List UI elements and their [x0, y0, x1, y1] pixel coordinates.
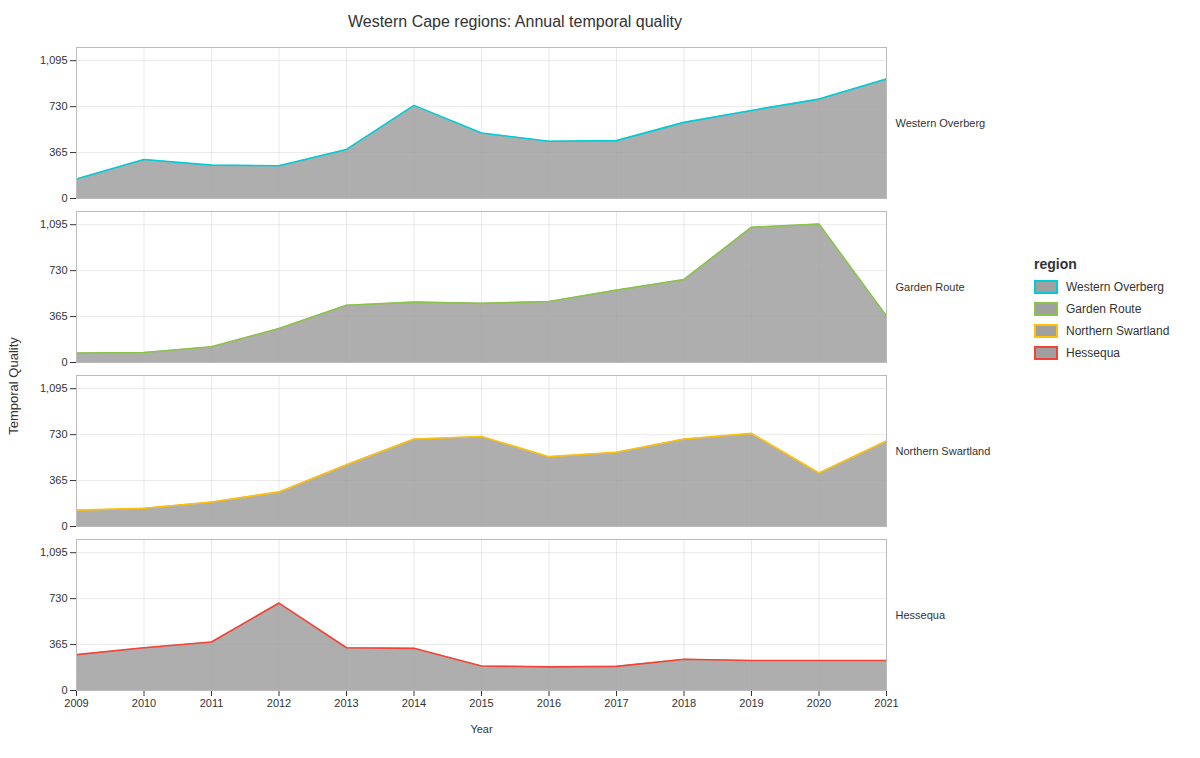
svg-text:Western Overberg: Western Overberg — [896, 117, 986, 129]
svg-text:2013: 2013 — [334, 697, 358, 709]
svg-text:Year: Year — [470, 723, 493, 735]
svg-text:0: 0 — [61, 684, 67, 696]
svg-text:2009: 2009 — [64, 697, 88, 709]
svg-text:Northern Swartland: Northern Swartland — [896, 445, 991, 457]
html-text:Northern Swartland: Northern Swartland — [1066, 324, 1170, 338]
html-text:region: region — [1034, 256, 1077, 272]
svg-text:2020: 2020 — [807, 697, 831, 709]
svg-text:1,095: 1,095 — [40, 382, 68, 394]
html-text:Garden Route: Garden Route — [1066, 302, 1142, 316]
svg-text:730: 730 — [49, 264, 67, 276]
svg-text:365: 365 — [49, 638, 67, 650]
svg-text:1,095: 1,095 — [40, 54, 68, 66]
svg-text:0: 0 — [61, 192, 67, 204]
html-text:Western Cape regions: Annual t: Western Cape regions: Annual temporal qu… — [347, 13, 683, 30]
svg-text:2010: 2010 — [132, 697, 156, 709]
svg-text:2021: 2021 — [874, 697, 898, 709]
svg-text:2015: 2015 — [469, 697, 493, 709]
svg-text:730: 730 — [49, 100, 67, 112]
html-text:Western Overberg: Western Overberg — [1066, 280, 1164, 294]
svg-text:365: 365 — [49, 310, 67, 322]
svg-text:0: 0 — [61, 520, 67, 532]
svg-text:1,095: 1,095 — [40, 546, 68, 558]
svg-text:2016: 2016 — [537, 697, 561, 709]
svg-text:365: 365 — [49, 146, 67, 158]
svg-text:0: 0 — [61, 356, 67, 368]
svg-text:730: 730 — [49, 592, 67, 604]
svg-text:1,095: 1,095 — [40, 218, 68, 230]
svg-text:2018: 2018 — [672, 697, 696, 709]
svg-text:Hessequa: Hessequa — [896, 609, 946, 621]
svg-text:2012: 2012 — [267, 697, 291, 709]
svg-text:2019: 2019 — [739, 697, 763, 709]
svg-text:2014: 2014 — [402, 697, 426, 709]
svg-text:Garden Route: Garden Route — [896, 281, 965, 293]
html-text:Hessequa: Hessequa — [1066, 346, 1120, 360]
svg-text:2011: 2011 — [200, 697, 224, 709]
svg-text:2017: 2017 — [604, 697, 628, 709]
svg-text:730: 730 — [49, 428, 67, 440]
svg-text:365: 365 — [49, 474, 67, 486]
html-text:Temporal Quality: Temporal Quality — [5, 337, 21, 435]
